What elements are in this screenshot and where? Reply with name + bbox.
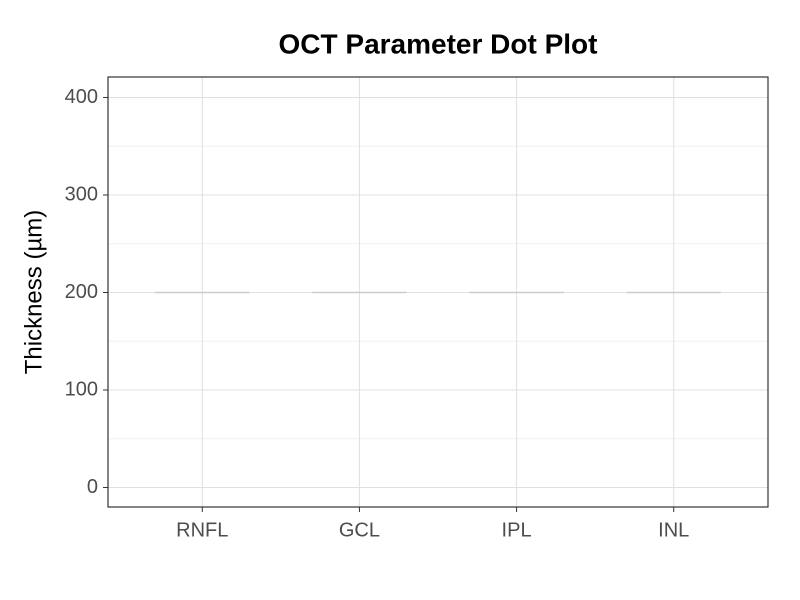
x-tick-label: GCL [339,519,380,541]
y-tick-label: 300 [65,183,98,205]
x-tick-label: INL [658,519,689,541]
y-tick-label: 100 [65,378,98,400]
panel-border [107,76,769,508]
x-tick-label: RNFL [176,519,228,541]
chart-title: OCT Parameter Dot Plot [279,28,598,59]
y-axis-label: Thickness (µm) [20,210,47,375]
y-tick-label: 0 [87,476,98,498]
x-tick-label: IPL [502,519,532,541]
y-tick-label: 400 [65,86,98,108]
y-tick-label: 200 [65,281,98,303]
